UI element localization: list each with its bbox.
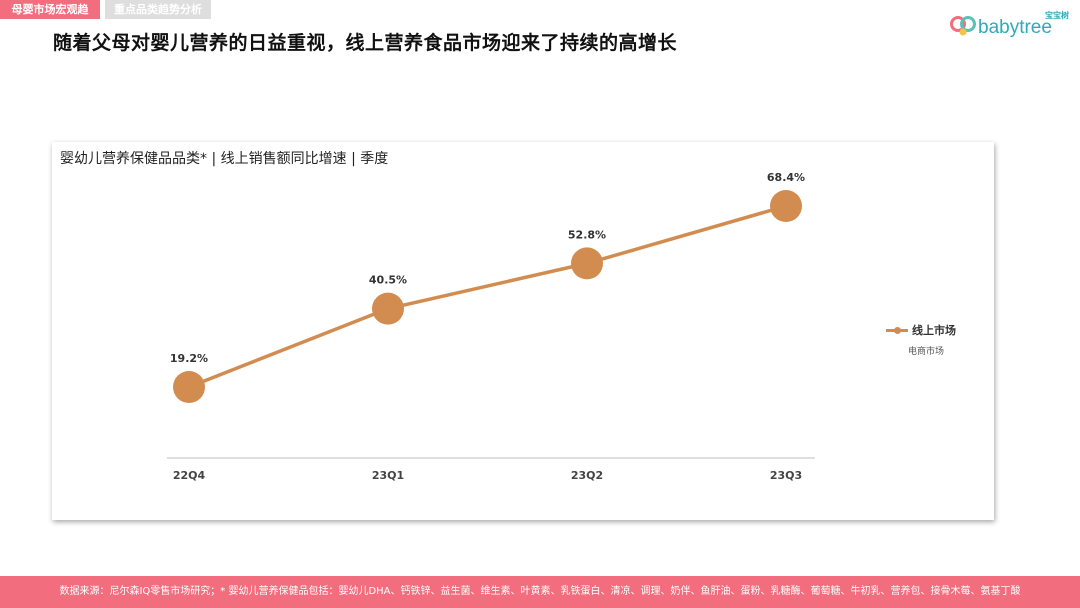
tab-category-trend[interactable]: 重点品类趋势分析: [105, 0, 211, 19]
data-point-23Q2: [571, 247, 603, 280]
legend-line-icon: [886, 326, 908, 334]
chart-title: 婴幼儿营养保健品品类* | 线上销售额同比增速 | 季度: [60, 151, 389, 167]
data-label-23Q1: 40.5%: [369, 274, 407, 287]
babytree-logo-icon: babytree 宝宝树: [950, 10, 1069, 38]
x-tick-label-22Q4: 22Q4: [173, 469, 206, 482]
series-line-online-market: [188, 204, 787, 389]
x-tick-label-23Q3: 23Q3: [770, 469, 802, 482]
logo-cn-text: 宝宝树: [1045, 10, 1069, 20]
page-title: 随着父母对婴儿营养的日益重视，线上营养食品市场迎来了持续的高增长: [53, 32, 678, 54]
logo-en-text: babytree: [978, 17, 1052, 38]
data-label-23Q3: 68.4%: [767, 171, 805, 184]
legend-label: 线上市场: [912, 324, 956, 337]
chart-card: 婴幼儿营养保健品品类* | 线上销售额同比增速 | 季度 19.2% 22Q4 40…: [52, 142, 994, 520]
chart-legend: 线上市场 电商市场: [886, 322, 986, 357]
line-chart: 19.2% 22Q4 40.5% 23Q1 52.8% 23Q2 68.4% 23Q3: [167, 171, 815, 482]
data-label-23Q2: 52.8%: [568, 228, 606, 241]
legend-sublabel: 电商市场: [908, 347, 945, 357]
data-point-22Q4: [173, 371, 205, 403]
x-tick-label-23Q2: 23Q2: [571, 469, 603, 482]
data-point-23Q1: [372, 292, 404, 325]
tab-market-trend[interactable]: 母婴市场宏观趋势: [0, 0, 100, 35]
x-tick-label-23Q1: 23Q1: [372, 469, 404, 482]
data-label-22Q4: 19.2%: [170, 352, 208, 365]
footer-source: 数据来源：尼尔森IQ零售市场研究；* 婴幼儿营养保健品包括：婴幼儿DHA、钙铁锌…: [0, 576, 1080, 608]
section-tabs: 母婴市场宏观趋势 重点品类趋势分析: [0, 0, 211, 35]
data-point-23Q3: [770, 190, 802, 222]
